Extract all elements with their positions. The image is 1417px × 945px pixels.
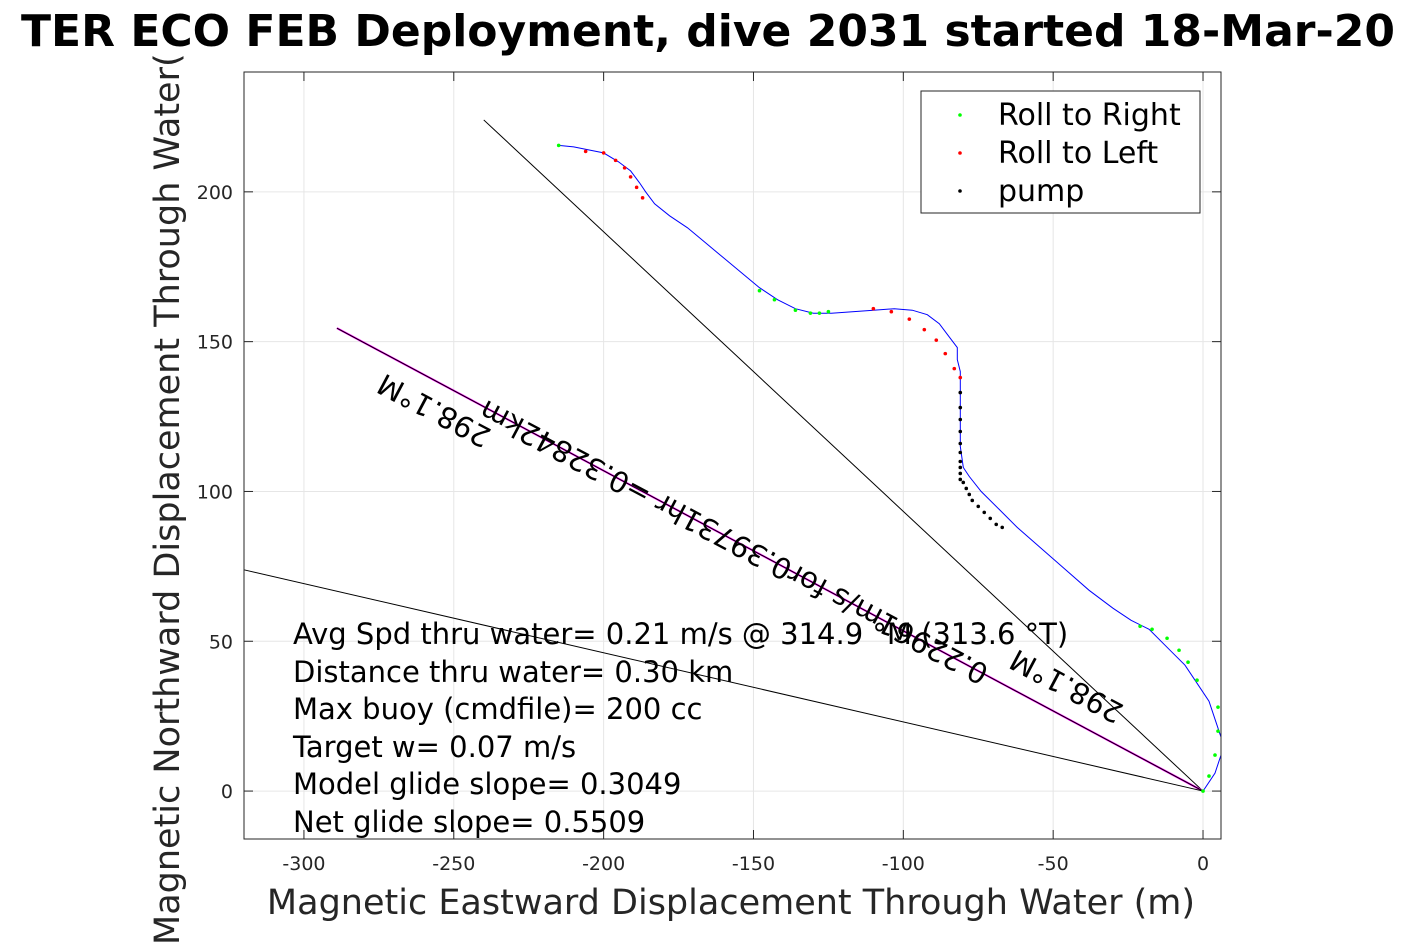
track-line [558,144,1222,792]
roll-left-point [871,306,876,311]
pump-point [958,441,963,446]
roll-left-point [952,366,957,371]
pump-point [988,516,993,521]
x-tick-label: -250 [432,853,475,875]
roll-right-point [772,297,777,302]
x-tick-label: -200 [582,853,625,875]
roll-left-point [613,158,618,163]
legend-label-roll-left: Roll to Left [998,136,1158,171]
pump-point [1000,525,1005,530]
y-axis-label: Magnetic Northward Displacement Through … [148,53,188,945]
roll-right-point [1150,627,1154,632]
roll-left-point [601,151,606,155]
y-tick-label: 100 [197,481,233,503]
x-axis: -300 -250 -200 -150 -100 -50 0 [282,72,1209,875]
legend-marker-roll-right [958,113,962,117]
pump-point [976,504,981,509]
roll-right-point [1201,789,1205,793]
x-tick-label: -150 [732,853,775,875]
grid [244,72,1221,839]
stats-box: Avg Spd thru water= 0.21 m/s @ 314.9 °M … [292,617,1068,839]
roll-right-point [1213,753,1217,757]
roll-right-point [817,311,822,315]
roll-right-point [826,309,831,314]
x-tick-label: 0 [1197,853,1209,875]
reference-lines [243,119,1204,792]
roll-left-point [958,375,963,380]
pump-point [958,429,963,434]
pump-point [958,450,963,455]
pump-point [958,405,963,410]
track-layer [558,144,1222,792]
roll-left-point [889,309,894,314]
legend-marker-roll-left [958,151,962,155]
reference-line [483,119,1204,792]
roll-left-point [907,317,912,321]
roll-right-point [1138,624,1142,629]
roll-left-point [622,166,627,170]
roll-right-point [1216,705,1220,709]
y-tick-label: 150 [197,332,233,354]
legend-box [920,90,1201,214]
roll-right-point [1216,729,1220,733]
plot-frame [243,71,1222,840]
y-axis: 0 50 100 150 200 [197,182,1221,803]
reference-line [243,569,1204,792]
roll-left-point [943,351,948,356]
legend: Roll to Right Roll to Left pump [920,90,1201,214]
pump-point [958,465,963,470]
pump-point [970,498,975,503]
pump-point [964,486,969,491]
stat-distance: Distance thru water= 0.30 km [293,655,733,689]
marker-layer [556,143,1220,793]
roll-left-point [934,338,939,342]
stat-net-glide: Net glide slope= 0.5509 [293,805,645,839]
chart-title: TER ECO FEB Deployment, dive 2031 starte… [21,6,1395,57]
roll-right-point [757,288,762,293]
roll-right-point [1195,678,1199,683]
x-axis-label: Magnetic Eastward Displacement Through W… [267,883,1195,923]
roll-right-point [556,143,561,148]
stat-avg-speed: Avg Spd thru water= 0.21 m/s @ 314.9 °M … [293,617,1068,651]
stat-model-glide: Model glide slope= 0.3049 [293,767,681,801]
pump-point [961,480,966,485]
roll-right-point [1186,660,1190,665]
x-tick-label: -100 [882,853,925,875]
x-tick-label: -50 [1038,853,1069,875]
roll-left-point [640,196,645,200]
roll-right-point [808,311,813,315]
stat-max-buoy: Max buoy (cmdfile)= 200 cc [293,692,702,726]
pump-point [994,522,999,527]
roll-right-point [1177,648,1181,653]
pump-point [958,417,963,422]
roll-left-point [922,327,927,332]
legend-label-roll-right: Roll to Right [998,98,1181,133]
roll-left-point [583,149,588,154]
y-tick-label: 50 [209,631,233,653]
y-tick-label: 0 [221,781,233,803]
stat-target-w: Target w= 0.07 m/s [292,730,576,764]
roll-right-point [793,308,798,312]
roll-left-point [634,185,639,190]
pump-point [958,471,963,476]
pump-point [967,492,972,497]
reference-line [336,327,1204,792]
legend-label-pump: pump [998,174,1084,209]
x-tick-label: -300 [282,853,325,875]
legend-marker-pump [958,189,962,193]
y-tick-label: 200 [197,182,233,204]
pump-point [982,510,987,515]
pump-point [958,390,963,395]
pump-point [958,477,963,482]
pump-point [958,459,963,464]
roll-right-point [1207,774,1211,778]
roll-left-point [628,175,633,179]
roll-right-point [1165,636,1169,641]
